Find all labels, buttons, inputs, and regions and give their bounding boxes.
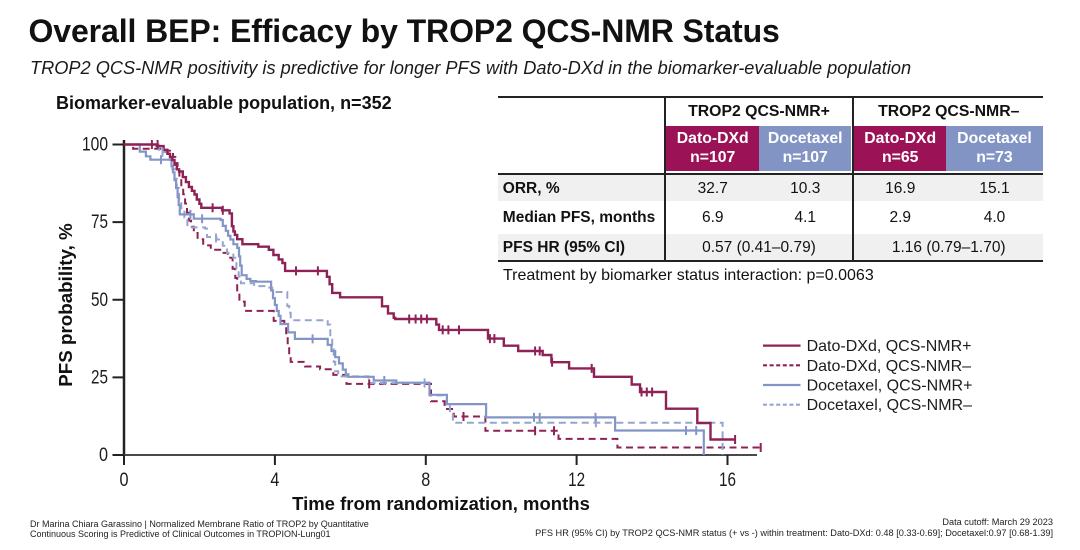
svg-text:0: 0 [99,445,108,466]
svg-text:12: 12 [568,470,585,491]
svg-text:100: 100 [82,135,108,156]
svg-text:Time from randomization, month: Time from randomization, months [292,493,590,514]
svg-text:Dato-DXd, QCS-NMR–: Dato-DXd, QCS-NMR– [807,358,972,375]
svg-text:Dato-DXd, QCS-NMR+: Dato-DXd, QCS-NMR+ [807,338,972,355]
svg-text:75: 75 [91,212,108,233]
svg-text:25: 25 [91,367,108,388]
svg-text:50: 50 [91,290,108,311]
svg-text:PFS probability, %: PFS probability, % [55,223,76,387]
svg-text:Docetaxel, QCS-NMR+: Docetaxel, QCS-NMR+ [807,378,973,395]
svg-text:16: 16 [719,470,736,491]
svg-text:Docetaxel, QCS-NMR–: Docetaxel, QCS-NMR– [807,397,972,414]
svg-text:8: 8 [421,470,430,491]
svg-text:0: 0 [120,470,129,491]
svg-text:4: 4 [270,470,279,491]
